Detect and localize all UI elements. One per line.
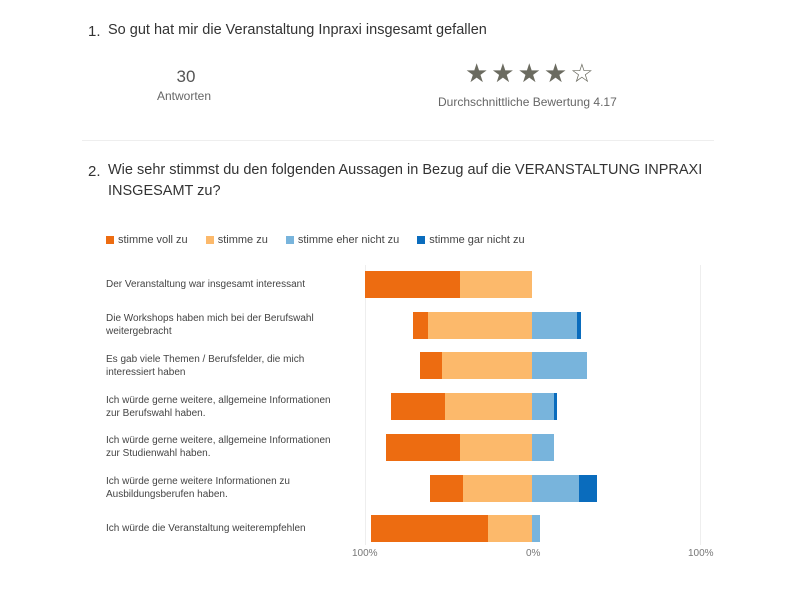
bar-segment-stimme-voll-zu[interactable] [429, 474, 464, 502]
bar-segment-stimme-voll-zu[interactable] [386, 433, 460, 461]
star-rating-icon: ★★★★☆ [465, 58, 597, 88]
category-label: Die Workshops haben mich bei der Berufsw… [106, 313, 314, 338]
bar-segment-stimme-zu[interactable] [428, 311, 532, 339]
legend-item[interactable]: stimme voll zu [106, 234, 188, 246]
bar-segment-stimme-gar-nicht-zu[interactable] [577, 311, 581, 339]
bar-segment-stimme-voll-zu[interactable] [391, 393, 445, 421]
legend-item[interactable]: stimme zu [205, 234, 268, 246]
legend-label: stimme gar nicht zu [429, 234, 525, 246]
q1-title: So gut hat mir die Veranstaltung Inpraxi… [108, 22, 487, 38]
category-label: Ich würde gerne weitere, allgemeine Info… [106, 394, 331, 419]
legend-label: stimme eher nicht zu [297, 234, 400, 246]
bar-segment-stimme-voll-zu[interactable] [364, 271, 460, 298]
legend-swatch [106, 236, 114, 245]
bar-segment-stimme-voll-zu[interactable] [413, 311, 429, 339]
category-label: Ich würde gerne weitere Informationen zu… [106, 476, 290, 500]
bar-segment-stimme-gar-nicht-zu[interactable] [553, 393, 558, 421]
bar-segment-stimme-eher-nicht-zu[interactable] [532, 433, 554, 461]
bar-segment-stimme-eher-nicht-zu[interactable] [532, 311, 578, 339]
q2-number: 2. [88, 163, 101, 180]
bar-segment-stimme-voll-zu[interactable] [371, 515, 489, 543]
legend-swatch [205, 236, 214, 245]
bar-segment-stimme-zu[interactable] [444, 393, 532, 421]
bar-segment-stimme-eher-nicht-zu[interactable] [532, 474, 579, 502]
divider [82, 140, 714, 141]
legend-item[interactable]: stimme eher nicht zu [285, 234, 400, 246]
category-label: Der Veranstaltung war insgesamt interess… [106, 278, 305, 290]
bar-segment-stimme-zu[interactable] [463, 474, 532, 502]
bar-segment-stimme-eher-nicht-zu[interactable] [532, 352, 588, 380]
x-tick-label: 100% [688, 548, 714, 559]
legend-label: stimme zu [217, 234, 268, 246]
category-label: Ich würde die Veranstaltung weiterempfeh… [106, 522, 306, 534]
legend-item[interactable]: stimme gar nicht zu [417, 234, 525, 246]
bar-segment-stimme-zu[interactable] [441, 352, 532, 380]
gridline [365, 265, 366, 545]
q2-title-line1: Wie sehr stimmst du den folgenden Aussag… [108, 162, 703, 178]
x-tick-label: 100% [352, 548, 378, 559]
gridline [700, 265, 701, 545]
responses-label: Antworten [157, 89, 212, 103]
chart-legend: stimme voll zu stimme zu stimme eher nicht… [106, 234, 525, 246]
bar-segment-stimme-zu[interactable] [488, 515, 532, 543]
bar-segment-stimme-zu[interactable] [459, 271, 532, 298]
legend-swatch [417, 236, 426, 245]
bar-segment-stimme-zu[interactable] [459, 433, 532, 461]
q1-number: 1. [88, 23, 101, 40]
legend-swatch [285, 236, 294, 245]
category-label: Es gab viele Themen / Berufsfelder, die … [106, 353, 305, 378]
legend-label: stimme voll zu [118, 234, 188, 246]
bar-segment-stimme-eher-nicht-zu[interactable] [532, 393, 554, 421]
bar-segment-stimme-gar-nicht-zu[interactable] [578, 474, 598, 502]
bar-segment-stimme-eher-nicht-zu[interactable] [532, 515, 541, 543]
responses-count: 30 [176, 67, 196, 86]
q2-title: Wie sehr stimmst du den folgenden Aussag… [108, 160, 702, 202]
average-rating: Durchschnittliche Bewertung 4.17 [438, 95, 617, 109]
x-tick-label: 0% [526, 548, 541, 559]
bar-segment-stimme-voll-zu[interactable] [419, 352, 442, 380]
category-label: Ich würde gerne weitere, allgemeine Info… [106, 435, 331, 460]
q2-title-line2: INSGESAMT zu? [108, 183, 221, 199]
